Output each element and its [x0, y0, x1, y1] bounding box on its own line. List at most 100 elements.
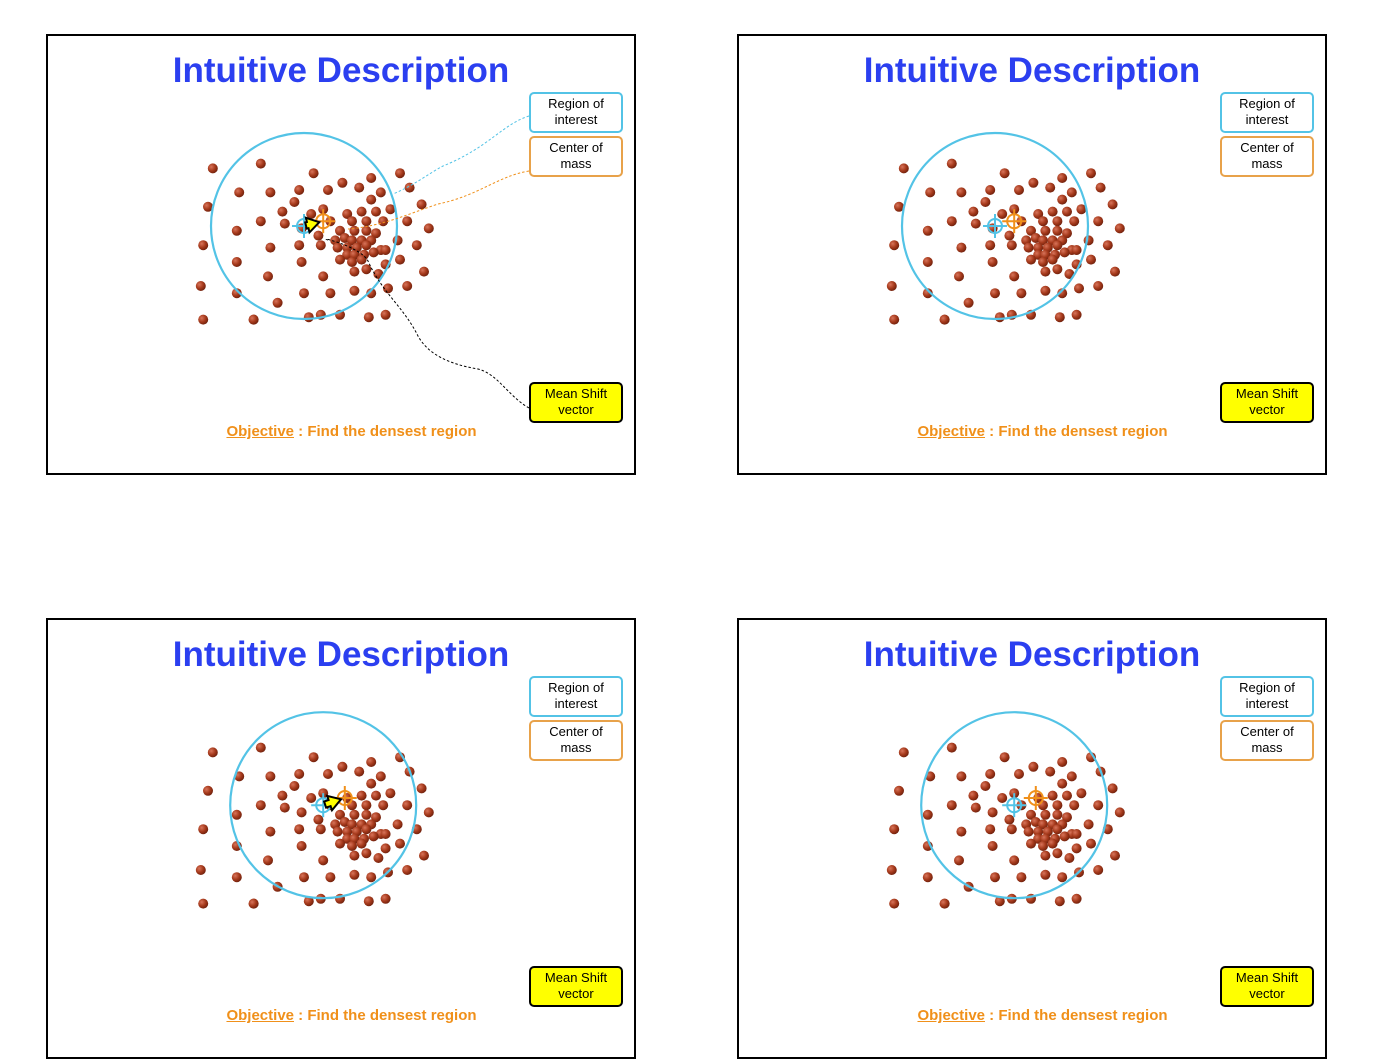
data-point: [980, 781, 991, 791]
data-point: [375, 187, 386, 198]
data-point: [1026, 254, 1036, 265]
data-point: [922, 872, 933, 883]
data-point: [313, 230, 324, 241]
data-point: [296, 807, 307, 818]
data-point: [279, 218, 290, 229]
data-point: [195, 281, 206, 291]
data-point: [925, 187, 936, 198]
data-point: [946, 742, 957, 753]
data-point: [337, 177, 348, 188]
data-point: [1026, 225, 1036, 236]
data-point: [347, 841, 357, 851]
data-point: [347, 216, 357, 227]
data-point: [371, 228, 381, 239]
data-point: [956, 242, 967, 253]
data-point: [1026, 809, 1036, 820]
data-point: [231, 809, 242, 820]
data-point: [1052, 848, 1063, 859]
data-point: [1052, 824, 1063, 835]
center-leader-line: [347, 170, 530, 230]
data-point: [1047, 254, 1058, 265]
data-point: [325, 288, 336, 299]
slide-4: Intuitive Description Region of interest C…: [737, 618, 1327, 1059]
region-of-interest-circle: [229, 711, 418, 900]
center-of-mass-label: Center of mass: [1220, 720, 1314, 761]
objective-text: Objective : Find the densest region: [739, 423, 1325, 440]
data-point: [999, 752, 1010, 763]
center-of-mass-label: Center of mass: [529, 136, 623, 177]
data-point: [313, 814, 324, 825]
data-point: [366, 194, 377, 205]
data-point: [889, 240, 900, 251]
data-point: [1086, 838, 1096, 849]
objective-text: Objective : Find the densest region: [48, 1007, 634, 1024]
data-point: [1062, 790, 1072, 801]
data-point: [985, 769, 996, 779]
data-point: [985, 824, 996, 835]
data-point: [263, 855, 273, 866]
data-point: [325, 872, 336, 883]
data-point: [1057, 872, 1068, 883]
data-point: [373, 853, 384, 863]
data-point: [1057, 288, 1068, 299]
data-point: [922, 809, 933, 820]
data-point: [361, 216, 372, 227]
data-point: [889, 314, 900, 325]
data-point: [315, 824, 326, 835]
data-point: [1038, 235, 1048, 246]
data-point: [380, 843, 391, 854]
slide-title: Intuitive Description: [172, 635, 510, 674]
data-point: [366, 757, 377, 767]
data-point: [1023, 242, 1034, 253]
mean-shift-leader-line: [325, 238, 530, 409]
data-point: [946, 158, 957, 169]
data-point: [1093, 800, 1104, 811]
data-point: [207, 163, 218, 174]
data-point: [231, 872, 242, 883]
region-of-interest-circle: [920, 711, 1109, 900]
data-point: [1040, 225, 1051, 236]
data-point: [385, 204, 396, 215]
data-point: [380, 245, 391, 255]
data-point: [294, 824, 305, 835]
data-point: [349, 850, 360, 861]
data-point: [277, 206, 288, 217]
data-point: [1069, 800, 1080, 811]
data-point: [356, 254, 367, 265]
data-point: [1095, 182, 1106, 193]
data-point: [294, 185, 305, 195]
data-point: [956, 187, 967, 198]
data-point: [1033, 242, 1044, 253]
data-point: [1052, 800, 1063, 811]
data-point: [347, 257, 357, 267]
data-point: [416, 783, 427, 794]
data-point: [963, 297, 974, 308]
data-point: [968, 790, 979, 801]
data-point: [356, 838, 367, 849]
data-point: [987, 807, 998, 818]
data-point: [1062, 812, 1072, 823]
data-point: [1074, 283, 1084, 294]
data-point: [294, 769, 305, 779]
data-point: [1071, 843, 1082, 854]
data-point: [404, 182, 415, 193]
data-point: [1016, 288, 1027, 299]
data-point: [898, 163, 909, 174]
data-point: [1047, 206, 1058, 217]
data-point: [335, 838, 345, 849]
data-point: [337, 761, 348, 772]
data-point: [361, 225, 372, 236]
data-point: [886, 865, 897, 875]
data-point: [380, 829, 391, 839]
data-point: [361, 824, 372, 835]
data-point: [985, 240, 996, 251]
data-point: [1033, 209, 1044, 219]
data-point: [922, 225, 933, 236]
data-point: [335, 225, 345, 236]
objective-label: Objective: [226, 423, 294, 440]
data-point: [361, 264, 372, 275]
data-point: [255, 158, 266, 169]
data-point: [1114, 223, 1125, 234]
data-point: [361, 809, 372, 820]
data-point: [332, 826, 343, 837]
